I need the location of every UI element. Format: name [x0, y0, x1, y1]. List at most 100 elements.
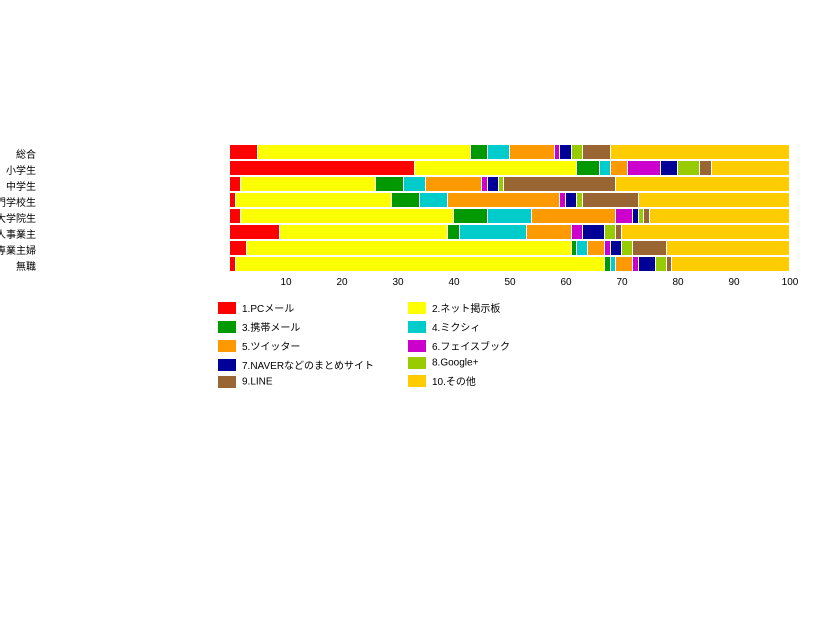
category-label: 小学生 [6, 162, 36, 177]
bar-segment [583, 145, 611, 159]
bar-segment [656, 257, 667, 271]
legend-label: 10.その他 [432, 377, 476, 388]
legend-swatch [408, 321, 426, 333]
bar-segment [510, 145, 555, 159]
bar-segment [566, 193, 577, 207]
bar-row [230, 193, 790, 207]
x-tick-label: 60 [560, 277, 571, 288]
bar-segment [392, 193, 420, 207]
bar-segment [622, 225, 790, 239]
bar-row [230, 257, 790, 271]
bar-segment [420, 193, 448, 207]
legend-swatch [408, 357, 426, 369]
legend-item: 6.フェイスブック [408, 338, 598, 353]
bar-segment [712, 161, 790, 175]
legend-label: 4.ミクシィ [432, 323, 480, 334]
legend-label: 2.ネット掲示板 [432, 304, 500, 315]
legend-item: 1.PCメール [218, 300, 408, 315]
bar-segment [471, 145, 488, 159]
bar-segment [230, 145, 258, 159]
bar-segment [633, 241, 667, 255]
bar-segment [700, 161, 711, 175]
category-label: 無職 [16, 258, 36, 273]
legend-label: 9.LINE [242, 377, 273, 388]
bar-segment [488, 145, 510, 159]
bar-segment [650, 209, 790, 223]
bar-segment [639, 257, 656, 271]
x-tick-label: 80 [672, 277, 683, 288]
legend-label: 1.PCメール [242, 304, 294, 315]
bar-segment [236, 257, 606, 271]
legend-label: 7.NAVERなどのまとめサイト [242, 361, 374, 372]
bar-segment [230, 177, 241, 191]
bar-segment [572, 225, 583, 239]
legend-item: 7.NAVERなどのまとめサイト [218, 357, 408, 372]
bar-segment [460, 225, 527, 239]
bar-segment [448, 193, 560, 207]
legend-label: 3.携帯メール [242, 323, 300, 334]
bar-segment [560, 145, 571, 159]
bar-segment [611, 145, 790, 159]
bar-segment [241, 177, 375, 191]
bar-segment [230, 161, 415, 175]
bar-segment [527, 225, 572, 239]
x-tick-label: 50 [504, 277, 515, 288]
legend-swatch [408, 375, 426, 387]
x-axis: 102030405060708090100 [230, 273, 790, 293]
category-label: 専業主婦 [0, 242, 36, 257]
bar-row [230, 241, 790, 255]
bar-segment [230, 209, 241, 223]
category-label: 総合 [16, 146, 36, 161]
category-label: 会社員、個人事業主 [0, 226, 36, 241]
bar-segment [672, 257, 790, 271]
x-tick-label: 30 [392, 277, 403, 288]
bar-segment [622, 241, 633, 255]
bar-row [230, 161, 790, 175]
legend-item: 3.携帯メール [218, 319, 408, 334]
bar-segment [230, 225, 280, 239]
x-tick-label: 100 [782, 277, 799, 288]
legend-item: 4.ミクシィ [408, 319, 598, 334]
legend-item: 5.ツイッター [218, 338, 408, 353]
bar-segment [230, 241, 247, 255]
legend-label: 6.フェイスブック [432, 342, 510, 353]
bar-segment [280, 225, 448, 239]
stacked-bar-chart: 総合小学生中学生高校生・高等専門学校生大学生・専門学校生・大学院生会社員、個人事… [40, 145, 790, 293]
bar-segment [583, 225, 605, 239]
x-tick-label: 20 [336, 277, 347, 288]
bar-segment [504, 177, 616, 191]
plot-area: 総合小学生中学生高校生・高等専門学校生大学生・専門学校生・大学院生会社員、個人事… [40, 145, 790, 271]
category-label: 大学生・専門学校生・大学院生 [0, 210, 36, 225]
legend-item: 2.ネット掲示板 [408, 300, 598, 315]
bar-segment [588, 241, 605, 255]
legend-item: 8.Google+ [408, 357, 598, 369]
bar-segment [241, 209, 454, 223]
bar-segment [236, 193, 393, 207]
bar-row [230, 145, 790, 159]
x-tick-label: 90 [728, 277, 739, 288]
bar-segment [258, 145, 471, 159]
bar-segment [532, 209, 616, 223]
bar-segment [616, 257, 633, 271]
bar-row [230, 225, 790, 239]
legend-label: 5.ツイッター [242, 342, 300, 353]
legend-swatch [408, 302, 426, 314]
bar-segment [583, 193, 639, 207]
legend-swatch [218, 302, 236, 314]
bars-region [230, 145, 790, 271]
bar-segment [600, 161, 611, 175]
bar-segment [572, 145, 583, 159]
legend: 1.PCメール 3.携帯メール 5.ツイッター 7.NAVERなどのまとめサイト 9.L… [218, 300, 598, 392]
bar-segment [611, 161, 628, 175]
legend-swatch [218, 359, 236, 371]
bar-segment [404, 177, 426, 191]
bar-segment [616, 209, 633, 223]
category-label: 中学生 [6, 178, 36, 193]
x-tick-label: 10 [280, 277, 291, 288]
legend-item: 9.LINE [218, 376, 408, 388]
bar-segment [454, 209, 488, 223]
bar-segment [488, 177, 499, 191]
x-tick-label: 70 [616, 277, 627, 288]
bar-segment [415, 161, 577, 175]
bar-segment [605, 225, 616, 239]
